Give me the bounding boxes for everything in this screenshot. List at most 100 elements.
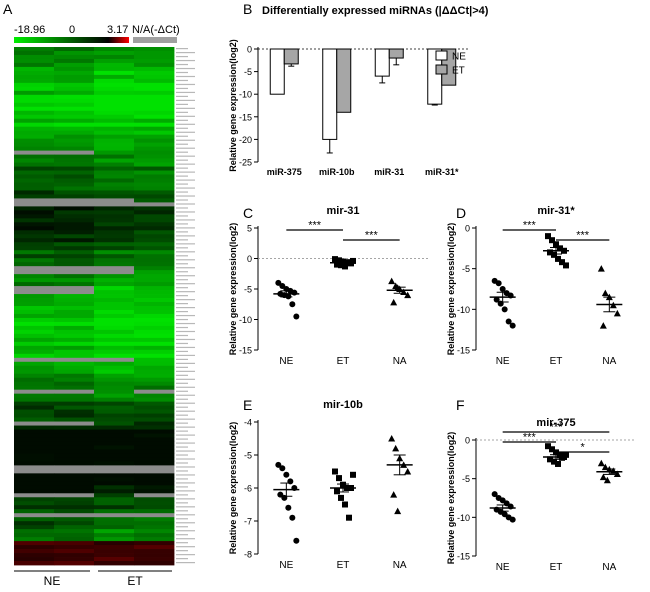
heatmap-cell [134,533,175,538]
gene-label-mark [176,59,195,62]
heatmap-cell [94,294,135,299]
heatmap-cell [94,321,135,327]
heatmap-cell [94,397,135,403]
heatmap-cell [134,509,175,514]
heatmap-cell [134,505,175,510]
heatmap-cell [54,509,95,514]
data-point-circle [293,313,300,320]
heatmap-cell [54,309,95,315]
data-point-square [332,256,338,263]
gene-label-mark [176,115,195,117]
data-point-circle [495,280,502,287]
heatmap-cell [134,270,175,275]
heatmap-cell [54,449,95,454]
gene-label-mark [176,486,188,488]
heatmap-cell [54,126,95,132]
heatmap-cell [14,146,55,151]
gene-label-mark [176,239,188,241]
heatmap-cell [134,321,175,327]
heatmap-cell [134,98,175,104]
heatmap-cell [54,365,95,371]
data-point-triangle [599,473,607,481]
data-point-square [350,257,356,264]
gene-label-mark [176,322,195,325]
heatmap-cell [54,94,95,100]
heatmap-cell [134,302,175,307]
heatmap-cell [134,529,175,534]
heatmap-cell [94,82,135,88]
gene-label-mark [176,151,188,153]
heatmap-cell [54,274,95,279]
data-point-square [559,259,565,266]
heatmap-cell [54,353,95,359]
heatmap-cell [94,453,135,458]
heatmap-cell [54,186,95,191]
heatmap-cell [94,86,135,92]
gene-label-mark [176,167,188,169]
heatmap-cell [94,513,135,518]
gene-label-mark [176,291,195,293]
heatmap-cell [54,317,95,323]
bar-et [388,48,404,59]
heatmap-cell [14,457,55,462]
heatmap-cell [14,222,55,227]
data-point-triangle [390,491,398,498]
heatmap-cell [134,134,175,140]
gene-label-mark [176,275,195,277]
heatmap-cell [94,190,135,195]
heatmap-cell [94,317,135,323]
heatmap-cell [54,521,95,526]
heatmap-cell [54,114,95,120]
heatmap-cell [94,541,135,546]
heatmap-cell [94,381,135,387]
gene-label-mark [176,171,195,173]
heatmap-cell [54,469,95,474]
heatmap-cell [94,278,135,283]
heatmap-cell [54,321,95,327]
gene-label-mark [176,207,188,209]
panel-label-e: E [243,397,252,413]
gene-label-mark [176,267,195,269]
heatmap-cell [54,294,95,299]
heatmap-cell [14,154,55,159]
scale-min-label: -18.96 [14,24,45,36]
gene-label-mark [176,466,195,468]
heatmap-cell [134,357,175,363]
gene-label-mark [176,203,195,205]
gene-label-mark [176,111,188,113]
na-label: N/A(-ΔCt) [132,24,180,36]
data-point-circle [499,286,506,292]
gene-label-mark [176,87,188,90]
heatmap-cell [14,294,55,299]
heatmap-cell [134,341,175,347]
gene-label-mark [176,287,188,289]
heatmap-cell [54,429,95,434]
heatmap-cell [14,170,55,175]
heatmap-cell [14,98,55,104]
heatmap-cell [14,130,55,136]
x-category-label: ET [337,560,350,571]
heatmap-cell [94,142,135,148]
heatmap-cell [54,90,95,96]
heatmap-cell [14,290,55,295]
heatmap-cell [134,369,175,375]
heatmap-cell [94,449,135,454]
gene-label-mark [176,139,195,141]
heatmap-cell [134,513,175,518]
data-point-square [336,475,342,482]
heatmap-cell [134,437,175,442]
heatmap-cell [14,345,55,351]
heatmap-cell [14,425,55,430]
heatmap-cell [54,457,95,462]
heatmap-cell [94,206,135,211]
x-category-label: miR-31* [425,167,459,177]
heatmap-cell [94,445,135,450]
heatmap-cell [134,47,175,52]
heatmap-cell [54,481,95,486]
heatmap-cell [134,78,175,84]
gene-label-mark [176,358,188,360]
heatmap-cell [94,485,135,490]
legend-swatch-ne [435,50,448,61]
heatmap-cell [14,234,55,239]
gene-label-mark [176,446,188,448]
